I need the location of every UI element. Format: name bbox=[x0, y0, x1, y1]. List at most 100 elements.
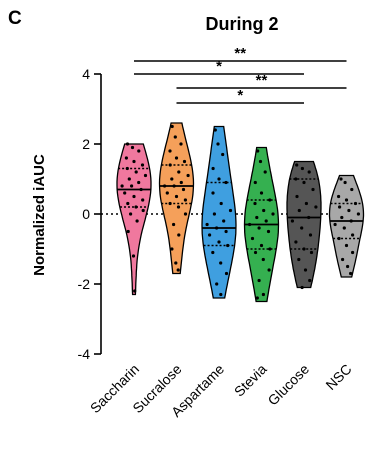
data-point bbox=[140, 163, 145, 167]
data-point bbox=[212, 212, 216, 216]
data-point bbox=[208, 233, 212, 237]
data-point bbox=[120, 184, 124, 188]
data-point bbox=[295, 163, 299, 167]
data-point bbox=[346, 264, 350, 269]
data-point bbox=[341, 257, 345, 262]
data-point bbox=[176, 268, 180, 272]
y-tick-label: 2 bbox=[82, 136, 90, 152]
data-point bbox=[314, 205, 318, 209]
data-point bbox=[224, 180, 228, 185]
data-point bbox=[123, 191, 127, 195]
data-point bbox=[205, 222, 209, 227]
data-point bbox=[343, 180, 347, 185]
data-point bbox=[129, 212, 133, 216]
data-point bbox=[337, 194, 341, 199]
data-point bbox=[221, 152, 225, 157]
violin-sucralose bbox=[158, 122, 195, 275]
data-point bbox=[339, 177, 343, 181]
x-tick-label-stevia: Stevia bbox=[231, 361, 270, 400]
data-point bbox=[258, 159, 263, 164]
data-point bbox=[337, 236, 341, 241]
x-tick-label-nsc: NSC bbox=[322, 361, 354, 393]
y-axis-label: Normalized iAUC bbox=[31, 154, 48, 276]
data-point bbox=[132, 159, 136, 164]
data-point bbox=[177, 233, 181, 237]
data-point bbox=[253, 250, 258, 255]
data-point bbox=[342, 226, 346, 230]
data-point bbox=[217, 240, 221, 244]
data-point bbox=[163, 184, 167, 188]
data-point bbox=[304, 201, 308, 206]
data-point bbox=[219, 292, 223, 297]
data-point bbox=[179, 180, 183, 185]
data-point bbox=[124, 156, 128, 160]
data-point bbox=[126, 229, 130, 234]
significance-label: * bbox=[237, 87, 243, 104]
data-point bbox=[215, 282, 219, 286]
data-point bbox=[262, 208, 266, 213]
data-point bbox=[137, 149, 141, 153]
data-point bbox=[347, 208, 351, 213]
y-tick-label: 0 bbox=[82, 206, 90, 222]
data-point bbox=[211, 191, 215, 195]
data-point bbox=[259, 243, 264, 248]
data-point bbox=[255, 296, 259, 300]
data-point bbox=[351, 250, 355, 255]
data-point bbox=[216, 142, 220, 146]
data-point bbox=[130, 145, 135, 150]
data-point bbox=[125, 142, 130, 146]
data-point bbox=[132, 194, 136, 199]
data-point bbox=[349, 271, 353, 276]
data-point bbox=[257, 278, 261, 283]
data-point bbox=[183, 212, 188, 216]
data-point bbox=[333, 222, 337, 227]
data-point bbox=[256, 149, 260, 153]
data-point bbox=[168, 149, 172, 153]
data-point bbox=[308, 233, 313, 237]
data-point bbox=[226, 243, 230, 248]
data-point bbox=[300, 226, 304, 230]
data-point bbox=[172, 222, 176, 227]
data-point bbox=[309, 250, 314, 255]
data-point bbox=[211, 250, 215, 255]
data-point bbox=[300, 166, 304, 171]
data-point bbox=[176, 205, 181, 209]
significance-label: ** bbox=[234, 45, 246, 62]
data-point bbox=[268, 198, 272, 202]
data-point bbox=[130, 184, 134, 188]
data-point bbox=[134, 170, 138, 174]
x-tick-label-glucose: Glucose bbox=[264, 361, 312, 409]
y-tick-label: -2 bbox=[78, 276, 91, 292]
data-point bbox=[344, 198, 349, 202]
chart-title: During 2 bbox=[205, 14, 278, 34]
y-tick-label: 4 bbox=[82, 66, 90, 82]
data-point bbox=[127, 177, 131, 181]
data-point bbox=[168, 163, 172, 167]
panel-label: C bbox=[8, 8, 22, 29]
data-point bbox=[133, 289, 137, 293]
data-point bbox=[253, 201, 257, 206]
data-point bbox=[340, 215, 344, 220]
violin-nsc bbox=[328, 174, 365, 278]
data-point bbox=[131, 254, 136, 258]
data-point bbox=[308, 278, 312, 283]
data-point bbox=[303, 268, 308, 272]
data-point bbox=[297, 257, 301, 262]
data-point bbox=[219, 201, 223, 206]
data-point bbox=[257, 226, 261, 230]
data-point bbox=[311, 187, 315, 192]
data-point bbox=[213, 128, 217, 132]
data-point bbox=[266, 229, 271, 234]
data-point bbox=[271, 212, 275, 216]
data-point bbox=[351, 233, 355, 237]
data-point bbox=[173, 135, 177, 139]
data-point bbox=[302, 180, 306, 185]
data-point bbox=[170, 177, 174, 181]
data-point bbox=[141, 198, 145, 202]
data-point bbox=[248, 222, 252, 227]
violin-aspartame bbox=[201, 125, 237, 299]
data-point bbox=[211, 166, 215, 171]
data-point bbox=[263, 170, 267, 174]
